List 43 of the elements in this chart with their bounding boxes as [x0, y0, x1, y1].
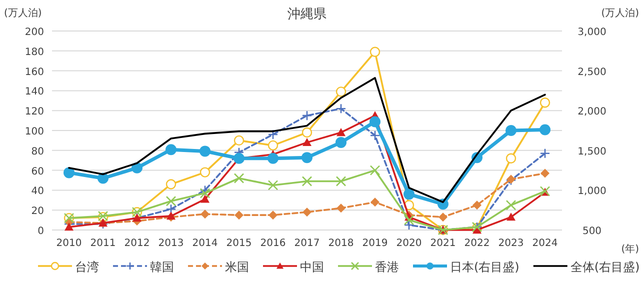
- x-tick-label: 2022: [464, 238, 490, 249]
- chart-title: 沖縄県: [288, 7, 326, 22]
- x-tick-label: 2019: [362, 238, 388, 249]
- y-tick-label: 60: [31, 166, 44, 178]
- y2-tick-label: 2,500: [578, 66, 606, 78]
- x-tick-label: 2021: [430, 238, 456, 249]
- x-axis-title: (年): [621, 243, 640, 255]
- x-tick-label: 2023: [498, 238, 524, 249]
- x-tick-label: 2010: [56, 238, 82, 249]
- y-tick-label: 80: [31, 146, 44, 158]
- legend-label: 日本(右目盛): [450, 260, 520, 274]
- x-tick-label: 2024: [532, 238, 558, 249]
- legend-label: 香港: [375, 260, 399, 274]
- y-tick-label: 20: [31, 206, 44, 218]
- y-tick-label: 200: [24, 27, 44, 38]
- x-tick-label: 2017: [294, 238, 320, 249]
- y-tick-label: 160: [24, 66, 44, 78]
- y-tick-label: 140: [24, 86, 44, 98]
- y-tick-label: 180: [24, 46, 44, 58]
- x-tick-label: 2020: [396, 238, 422, 249]
- y-tick-label: 0: [38, 226, 44, 237]
- legend-label: 米国: [225, 260, 249, 274]
- y2-tick-label: 1,500: [578, 146, 606, 158]
- x-tick-label: 2015: [226, 238, 252, 249]
- y2-tick-label: 3,000: [578, 27, 606, 38]
- y-axis-title: (万人泊): [4, 7, 42, 19]
- y-tick-label: 100: [24, 126, 44, 138]
- legend-label: 中国: [300, 260, 324, 274]
- legend-label: 全体(右目盛): [570, 260, 640, 274]
- legend-label: 台湾: [75, 260, 99, 274]
- y2-tick-label: 2,000: [578, 106, 606, 118]
- y2-tick-label: 500: [582, 226, 602, 237]
- legend-label: 韓国: [150, 260, 174, 274]
- x-tick-label: 2011: [90, 238, 116, 249]
- x-tick-label: 2013: [158, 238, 184, 249]
- x-tick-label: 2014: [192, 238, 218, 249]
- y2-tick-label: 1,000: [578, 186, 606, 198]
- x-tick-label: 2018: [328, 238, 354, 249]
- x-tick-label: 2016: [260, 238, 286, 249]
- y-tick-label: 120: [24, 106, 44, 118]
- y-tick-label: 40: [31, 186, 44, 198]
- y2-axis-title: (万人泊): [601, 7, 640, 19]
- x-tick-label: 2012: [124, 238, 150, 249]
